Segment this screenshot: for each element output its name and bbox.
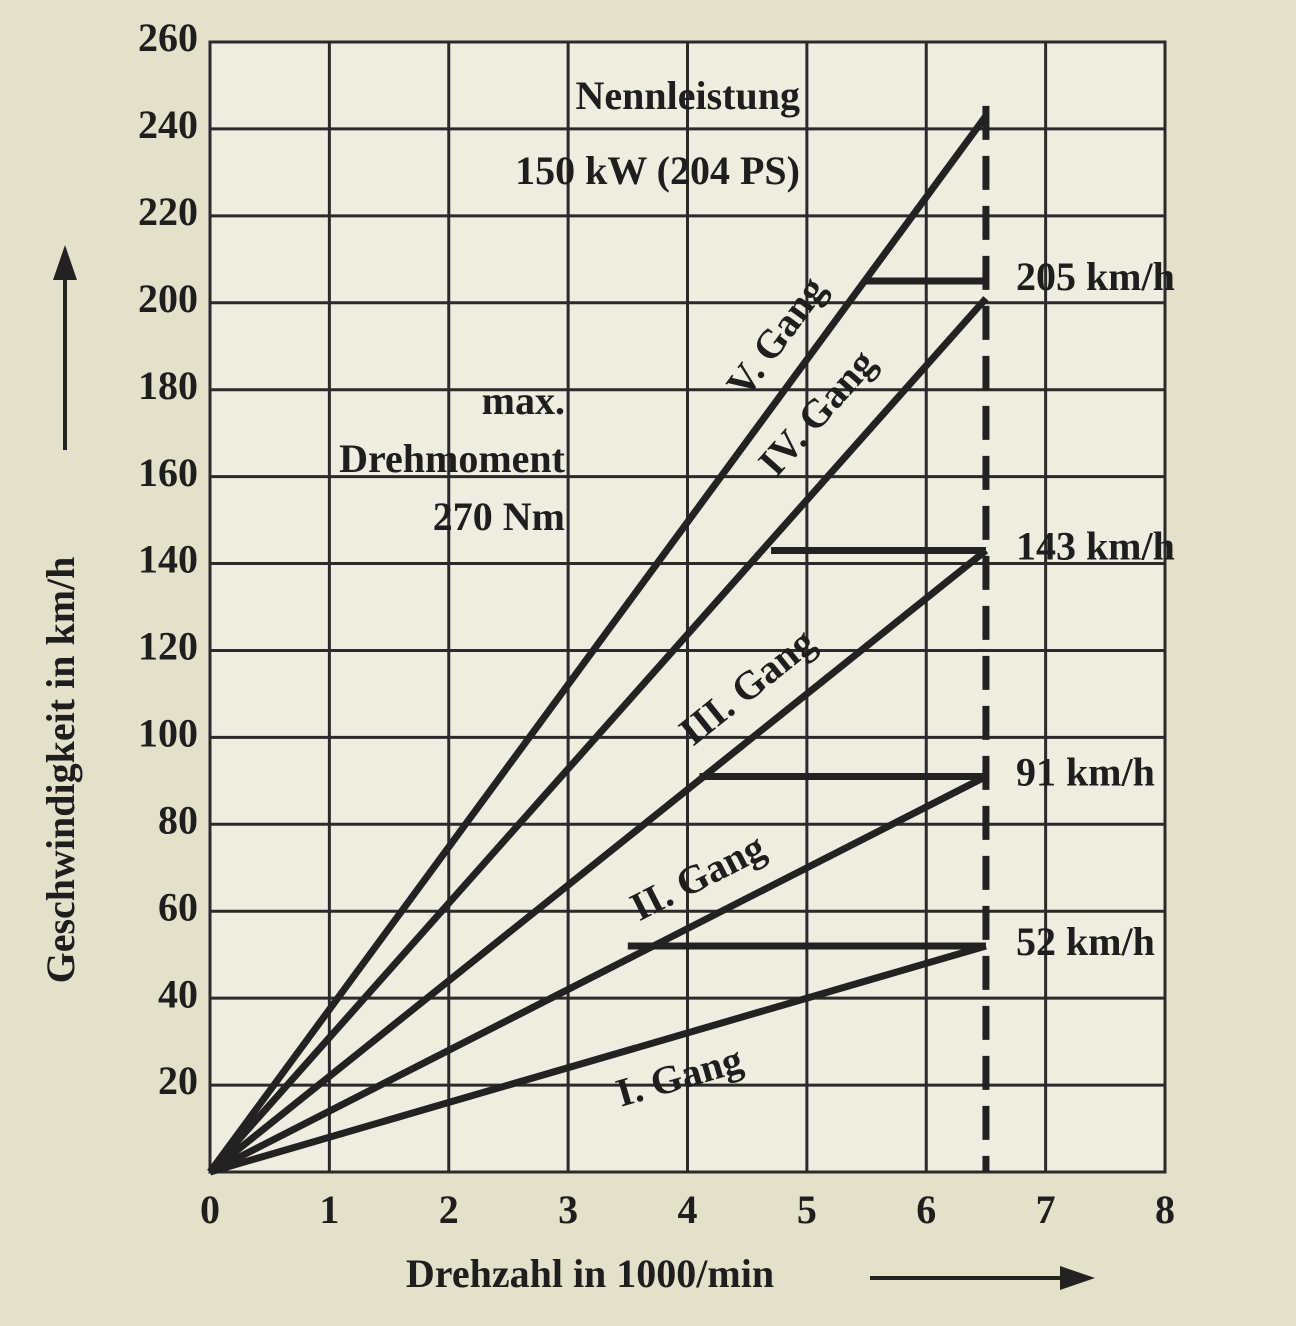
y-axis-title: Geschwindigkeit in km/h — [38, 557, 83, 984]
y-tick-label: 180 — [138, 363, 198, 408]
y-tick-label: 60 — [158, 884, 198, 929]
y-tick-label: 260 — [138, 15, 198, 60]
x-tick-label: 6 — [916, 1187, 936, 1232]
x-tick-label: 7 — [1036, 1187, 1056, 1232]
annotation: 270 Nm — [433, 494, 565, 539]
x-tick-label: 4 — [678, 1187, 698, 1232]
x-tick-label: 2 — [439, 1187, 459, 1232]
arrow-head — [1060, 1266, 1095, 1290]
x-tick-label: 1 — [319, 1187, 339, 1232]
y-tick-label: 20 — [158, 1058, 198, 1103]
x-tick-label: 0 — [200, 1187, 220, 1232]
gear-line — [207, 296, 989, 1175]
y-tick-label: 200 — [138, 276, 198, 321]
y-tick-label: 160 — [138, 450, 198, 495]
x-axis-title: Drehzahl in 1000/min — [406, 1251, 774, 1296]
gear-line — [209, 942, 987, 1176]
speed-label: 91 km/h — [1016, 750, 1155, 795]
x-tick-label: 5 — [797, 1187, 817, 1232]
y-tick-label: 120 — [138, 624, 198, 669]
y-tick-label: 220 — [138, 189, 198, 234]
annotation: Drehmoment — [339, 436, 566, 481]
annotation: Nennleistung — [576, 73, 801, 118]
speed-label: 52 km/h — [1016, 919, 1155, 964]
annotation: max. — [482, 378, 565, 423]
gear-line — [207, 113, 989, 1175]
y-tick-label: 40 — [158, 971, 198, 1016]
annotation: 150 kW (204 PS) — [515, 148, 800, 193]
x-tick-label: 3 — [558, 1187, 578, 1232]
y-tick-label: 140 — [138, 537, 198, 582]
x-tick-label: 8 — [1155, 1187, 1175, 1232]
y-tick-label: 80 — [158, 797, 198, 842]
arrow-head — [53, 245, 77, 280]
gear-line — [208, 773, 988, 1176]
y-tick-label: 100 — [138, 711, 198, 756]
speed-label: 143 km/h — [1016, 524, 1175, 569]
y-tick-label: 240 — [138, 102, 198, 147]
speed-label: 205 km/h — [1016, 254, 1175, 299]
gear-line — [207, 547, 989, 1175]
